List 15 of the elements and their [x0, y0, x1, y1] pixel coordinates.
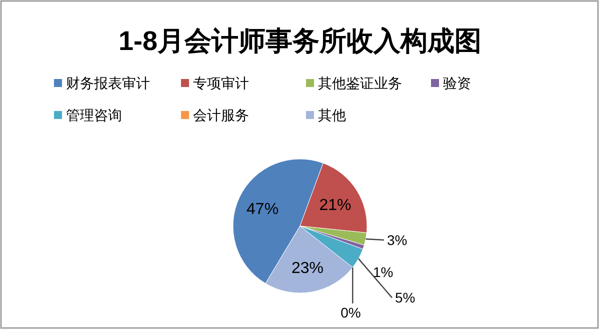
text: 0% — [340, 304, 361, 320]
legend-label: 管理咨询 — [66, 107, 122, 123]
data-label: 23% — [291, 260, 324, 277]
legend-label: 专项审计 — [193, 75, 249, 91]
legend-label: 其他 — [318, 107, 346, 123]
legend-label: 其他鉴证业务 — [318, 75, 402, 91]
data-label: 5% — [395, 290, 416, 306]
data-label: 21% — [319, 196, 352, 214]
data-label: 47% — [246, 201, 279, 218]
data-label: 3% — [387, 232, 408, 248]
chart-title: 1-8月会计师事务所收入构成图 — [118, 26, 482, 56]
legend-label: 财务报表审计 — [66, 75, 150, 91]
data-label: 1% — [373, 264, 394, 280]
legend-label: 会计服务 — [193, 107, 249, 123]
legend-label: 验资 — [443, 75, 471, 91]
